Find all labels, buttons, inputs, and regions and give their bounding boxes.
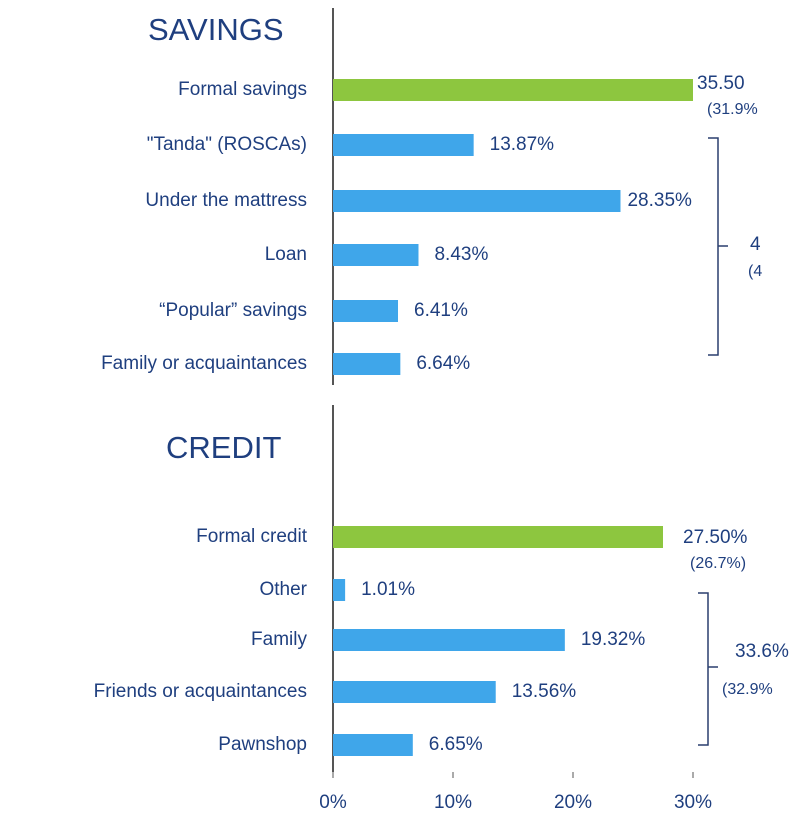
value-label: 35.50 [697, 73, 745, 94]
category-label: Family or acquaintances [101, 353, 307, 374]
annotation: (26.7%) [690, 555, 746, 572]
value-label: 13.56% [512, 681, 577, 702]
bar [333, 681, 496, 703]
value-label: 13.87% [490, 134, 555, 155]
bracket [698, 592, 718, 746]
bar [333, 734, 413, 756]
annotation: (4 [748, 263, 762, 280]
category-label: “Popular” savings [159, 300, 307, 321]
category-label: Pawnshop [218, 734, 307, 755]
bar [333, 629, 565, 651]
value-label: 6.65% [429, 734, 483, 755]
chart-title: SAVINGS [148, 12, 284, 47]
bar [333, 300, 399, 322]
annotation: 33.6% [735, 641, 789, 662]
category-label: Other [259, 579, 307, 600]
x-tick-label: 10% [434, 792, 472, 813]
x-tick-label: 30% [674, 792, 712, 813]
category-label: "Tanda" (ROSCAs) [147, 134, 307, 155]
category-label: Formal credit [196, 526, 308, 547]
x-tick-label: 20% [554, 792, 592, 813]
category-label: Loan [265, 244, 307, 265]
value-label: 27.50% [683, 527, 748, 548]
bar [333, 244, 419, 266]
annotation: (31.9% [707, 101, 758, 118]
bar [333, 79, 693, 101]
category-label: Family [251, 629, 307, 650]
x-tick-label: 0% [319, 792, 347, 813]
bar [333, 526, 663, 548]
bar [333, 353, 401, 375]
annotation: (32.9% [722, 681, 773, 698]
category-label: Friends or acquaintances [94, 681, 307, 702]
bar [333, 579, 346, 601]
bracket [708, 137, 728, 356]
value-label: 19.32% [581, 629, 646, 650]
category-label: Formal savings [178, 79, 307, 100]
bar [333, 190, 621, 212]
value-label: 6.64% [416, 353, 470, 374]
category-label: Under the mattress [145, 190, 307, 211]
value-label: 6.41% [414, 300, 468, 321]
value-label: 28.35% [627, 190, 692, 211]
bar [333, 134, 474, 156]
annotation: 4 [750, 234, 761, 255]
chart-title: CREDIT [166, 430, 281, 465]
value-label: 8.43% [434, 244, 488, 265]
value-label: 1.01% [361, 579, 415, 600]
